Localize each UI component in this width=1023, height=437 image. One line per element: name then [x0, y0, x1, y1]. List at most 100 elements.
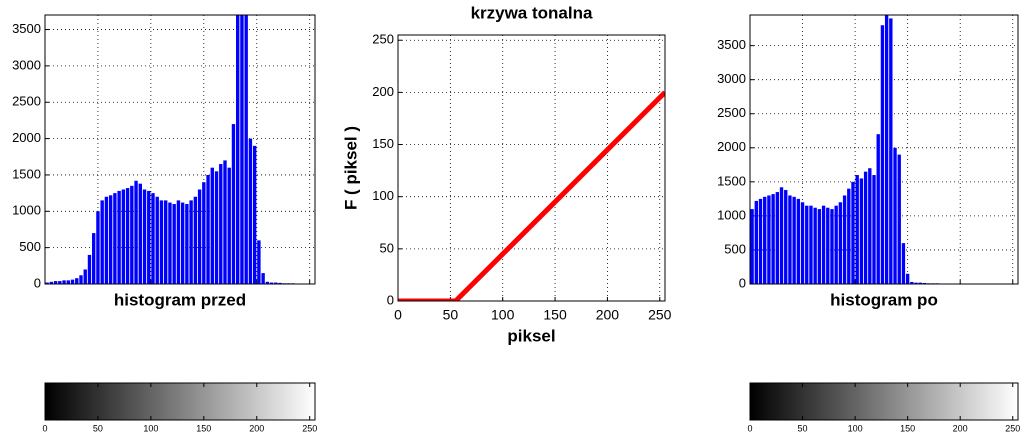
- bar: [842, 195, 847, 284]
- bar: [142, 189, 147, 284]
- plot-area: [750, 15, 956, 284]
- bar: [788, 195, 792, 284]
- bar: [79, 275, 83, 284]
- bar: [164, 200, 168, 284]
- bar: [800, 202, 805, 284]
- x-tick-label: 250: [1005, 423, 1020, 433]
- bar: [922, 282, 927, 284]
- colorbar: [44, 382, 316, 421]
- y-tick-label: 0: [387, 292, 394, 307]
- bar: [796, 198, 801, 284]
- bar: [914, 282, 918, 284]
- bar: [754, 200, 758, 284]
- x-axis-label: piksel: [507, 326, 555, 345]
- bar: [130, 185, 134, 284]
- x-tick-label: 200: [596, 307, 620, 323]
- bar: [227, 167, 231, 284]
- plot-area: [398, 90, 665, 301]
- bar: [257, 240, 261, 284]
- x-tick-label: 50: [93, 423, 103, 433]
- bar: [138, 183, 142, 284]
- y-tick-label: 100: [372, 188, 394, 203]
- bar: [826, 207, 830, 284]
- axes-frame: [397, 34, 666, 302]
- x-tick-label: 200: [249, 423, 264, 433]
- y-tick-label: 0: [739, 275, 746, 290]
- axes: [398, 35, 665, 301]
- bar: [905, 273, 910, 284]
- x-axis-label: histogram przed: [114, 290, 246, 309]
- y-tick-label: 3500: [717, 37, 746, 52]
- bar: [252, 145, 257, 284]
- bar: [261, 273, 265, 284]
- x-tick-label: 100: [848, 423, 863, 433]
- bar: [210, 167, 214, 284]
- axes-frame: [749, 14, 1019, 285]
- x-tick-label: 50: [443, 307, 459, 323]
- bar: [809, 205, 813, 284]
- bar: [236, 15, 240, 284]
- bar: [775, 192, 780, 284]
- x-tick-label: 0: [394, 307, 402, 323]
- bar: [100, 200, 104, 284]
- bar: [813, 207, 817, 284]
- x-tick-label: 250: [302, 423, 317, 433]
- y-tick-label: 1000: [717, 207, 746, 222]
- bar: [96, 211, 100, 284]
- bar: [147, 190, 151, 284]
- y-tick-label: 2500: [12, 94, 41, 109]
- bar: [855, 175, 859, 284]
- bar: [884, 15, 889, 284]
- x-tick-label: 150: [900, 423, 915, 433]
- bar: [851, 181, 855, 284]
- bar: [117, 190, 121, 284]
- bar: [838, 202, 843, 284]
- bar: [87, 254, 92, 284]
- colorbar: [749, 382, 1019, 421]
- y-tick-label: 2000: [717, 139, 746, 154]
- bar: [92, 233, 96, 284]
- x-tick-label: 50: [798, 423, 808, 433]
- y-tick-label: 50: [380, 240, 394, 255]
- bar: [779, 187, 784, 284]
- bar: [868, 168, 872, 284]
- bar: [104, 196, 109, 284]
- bar: [180, 202, 185, 284]
- bar: [214, 171, 219, 284]
- bar: [901, 243, 906, 284]
- bar: [231, 124, 236, 284]
- x-tick-label: 250: [648, 307, 672, 323]
- bar: [817, 209, 822, 284]
- bar: [62, 280, 66, 284]
- bar: [880, 25, 885, 284]
- bar: [49, 281, 54, 284]
- x-tick-label: 150: [196, 423, 211, 433]
- bar: [113, 193, 117, 284]
- bar: [893, 147, 897, 284]
- bar: [910, 281, 914, 284]
- x-tick-label: 0: [747, 423, 752, 433]
- bar: [918, 282, 922, 284]
- x-tick-label: 150: [543, 307, 567, 323]
- tone-curve: [398, 90, 665, 301]
- y-tick-label: 0: [34, 275, 41, 290]
- y-tick-label: 3500: [12, 21, 41, 36]
- bar: [278, 282, 282, 284]
- bar: [66, 280, 70, 284]
- bar: [121, 189, 126, 284]
- bar: [784, 190, 788, 284]
- y-tick-label: 500: [19, 239, 41, 254]
- bar: [274, 282, 278, 284]
- bar: [223, 160, 227, 284]
- bar: [125, 188, 130, 284]
- bar: [859, 178, 864, 284]
- bar: [134, 180, 138, 284]
- bar: [168, 202, 172, 284]
- bar: [45, 282, 49, 284]
- bar: [185, 204, 189, 284]
- y-tick-label: 2500: [717, 105, 746, 120]
- bar: [265, 281, 270, 284]
- bar: [834, 205, 838, 284]
- bar: [193, 196, 198, 284]
